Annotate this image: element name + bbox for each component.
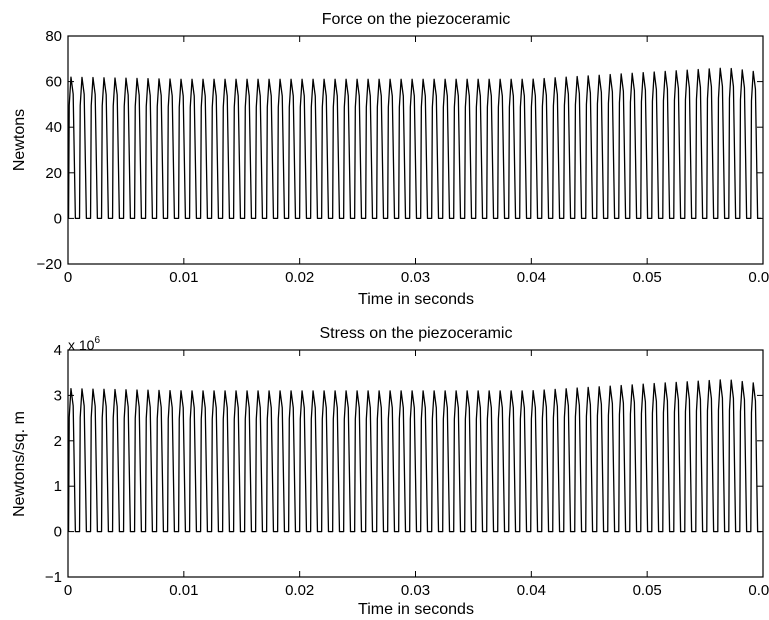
stress-x-tick-label: 0 <box>64 582 72 599</box>
force-plot-title: Force on the piezoceramic <box>322 11 511 28</box>
stress-plot: Stress on the piezoceramic x 106 0 0.01 0.… <box>11 325 769 618</box>
stress-y-tick-label: 4 <box>54 342 62 359</box>
stress-x-tick-label: 0.06 <box>748 582 769 599</box>
stress-plot-frame <box>67 349 764 578</box>
force-x-tick-label: 0.03 <box>401 269 430 286</box>
stress-y-tick-label: 2 <box>54 433 62 450</box>
stress-y-tick-label: 1 <box>54 478 62 495</box>
stress-x-axis-label: Time in seconds <box>358 601 474 618</box>
force-plot: Force on the piezoceramic 0 0.01 0.02 0.03 0… <box>11 11 769 308</box>
stress-y-tick-label: 3 <box>54 387 62 404</box>
stress-y-axis-label: Newtons/sq. m <box>11 411 28 517</box>
force-y-axis-label: Newtons <box>11 109 28 171</box>
force-x-tick-label: 0 <box>64 269 72 286</box>
force-x-tick-label: 0.05 <box>633 269 662 286</box>
stress-trace <box>67 379 762 533</box>
force-x-tick-label: 0.01 <box>169 269 198 286</box>
force-y-tick-label: 40 <box>45 119 62 136</box>
force-x-axis-label: Time in seconds <box>358 291 474 308</box>
force-y-tick-label: 80 <box>45 28 62 45</box>
stress-plot-title: Stress on the piezoceramic <box>320 325 513 342</box>
stress-x-tick-label: 0.05 <box>633 582 662 599</box>
stress-y-multiplier-exponent: 6 <box>94 335 100 346</box>
stress-y-tick-label: 0 <box>54 524 62 541</box>
force-x-tick-label: 0.02 <box>285 269 314 286</box>
stress-x-tick-label: 0.03 <box>401 582 430 599</box>
force-plot-frame <box>67 35 764 265</box>
force-y-tick-label: −20 <box>37 256 62 273</box>
force-y-tick-label: 0 <box>54 210 62 227</box>
force-y-tick-label: 60 <box>45 74 62 91</box>
stress-x-tick-label: 0.04 <box>517 582 546 599</box>
stress-y-multiplier: x 106 <box>68 335 100 353</box>
stress-y-tick-label: −1 <box>45 569 62 586</box>
stress-y-multiplier-base: x 10 <box>68 337 95 353</box>
force-x-tick-label: 0.04 <box>517 269 546 286</box>
stress-x-tick-label: 0.01 <box>169 582 198 599</box>
force-y-tick-label: 20 <box>45 165 62 182</box>
force-trace <box>67 67 762 220</box>
force-x-tick-label: 0.06 <box>748 269 769 286</box>
stress-x-tick-label: 0.02 <box>285 582 314 599</box>
